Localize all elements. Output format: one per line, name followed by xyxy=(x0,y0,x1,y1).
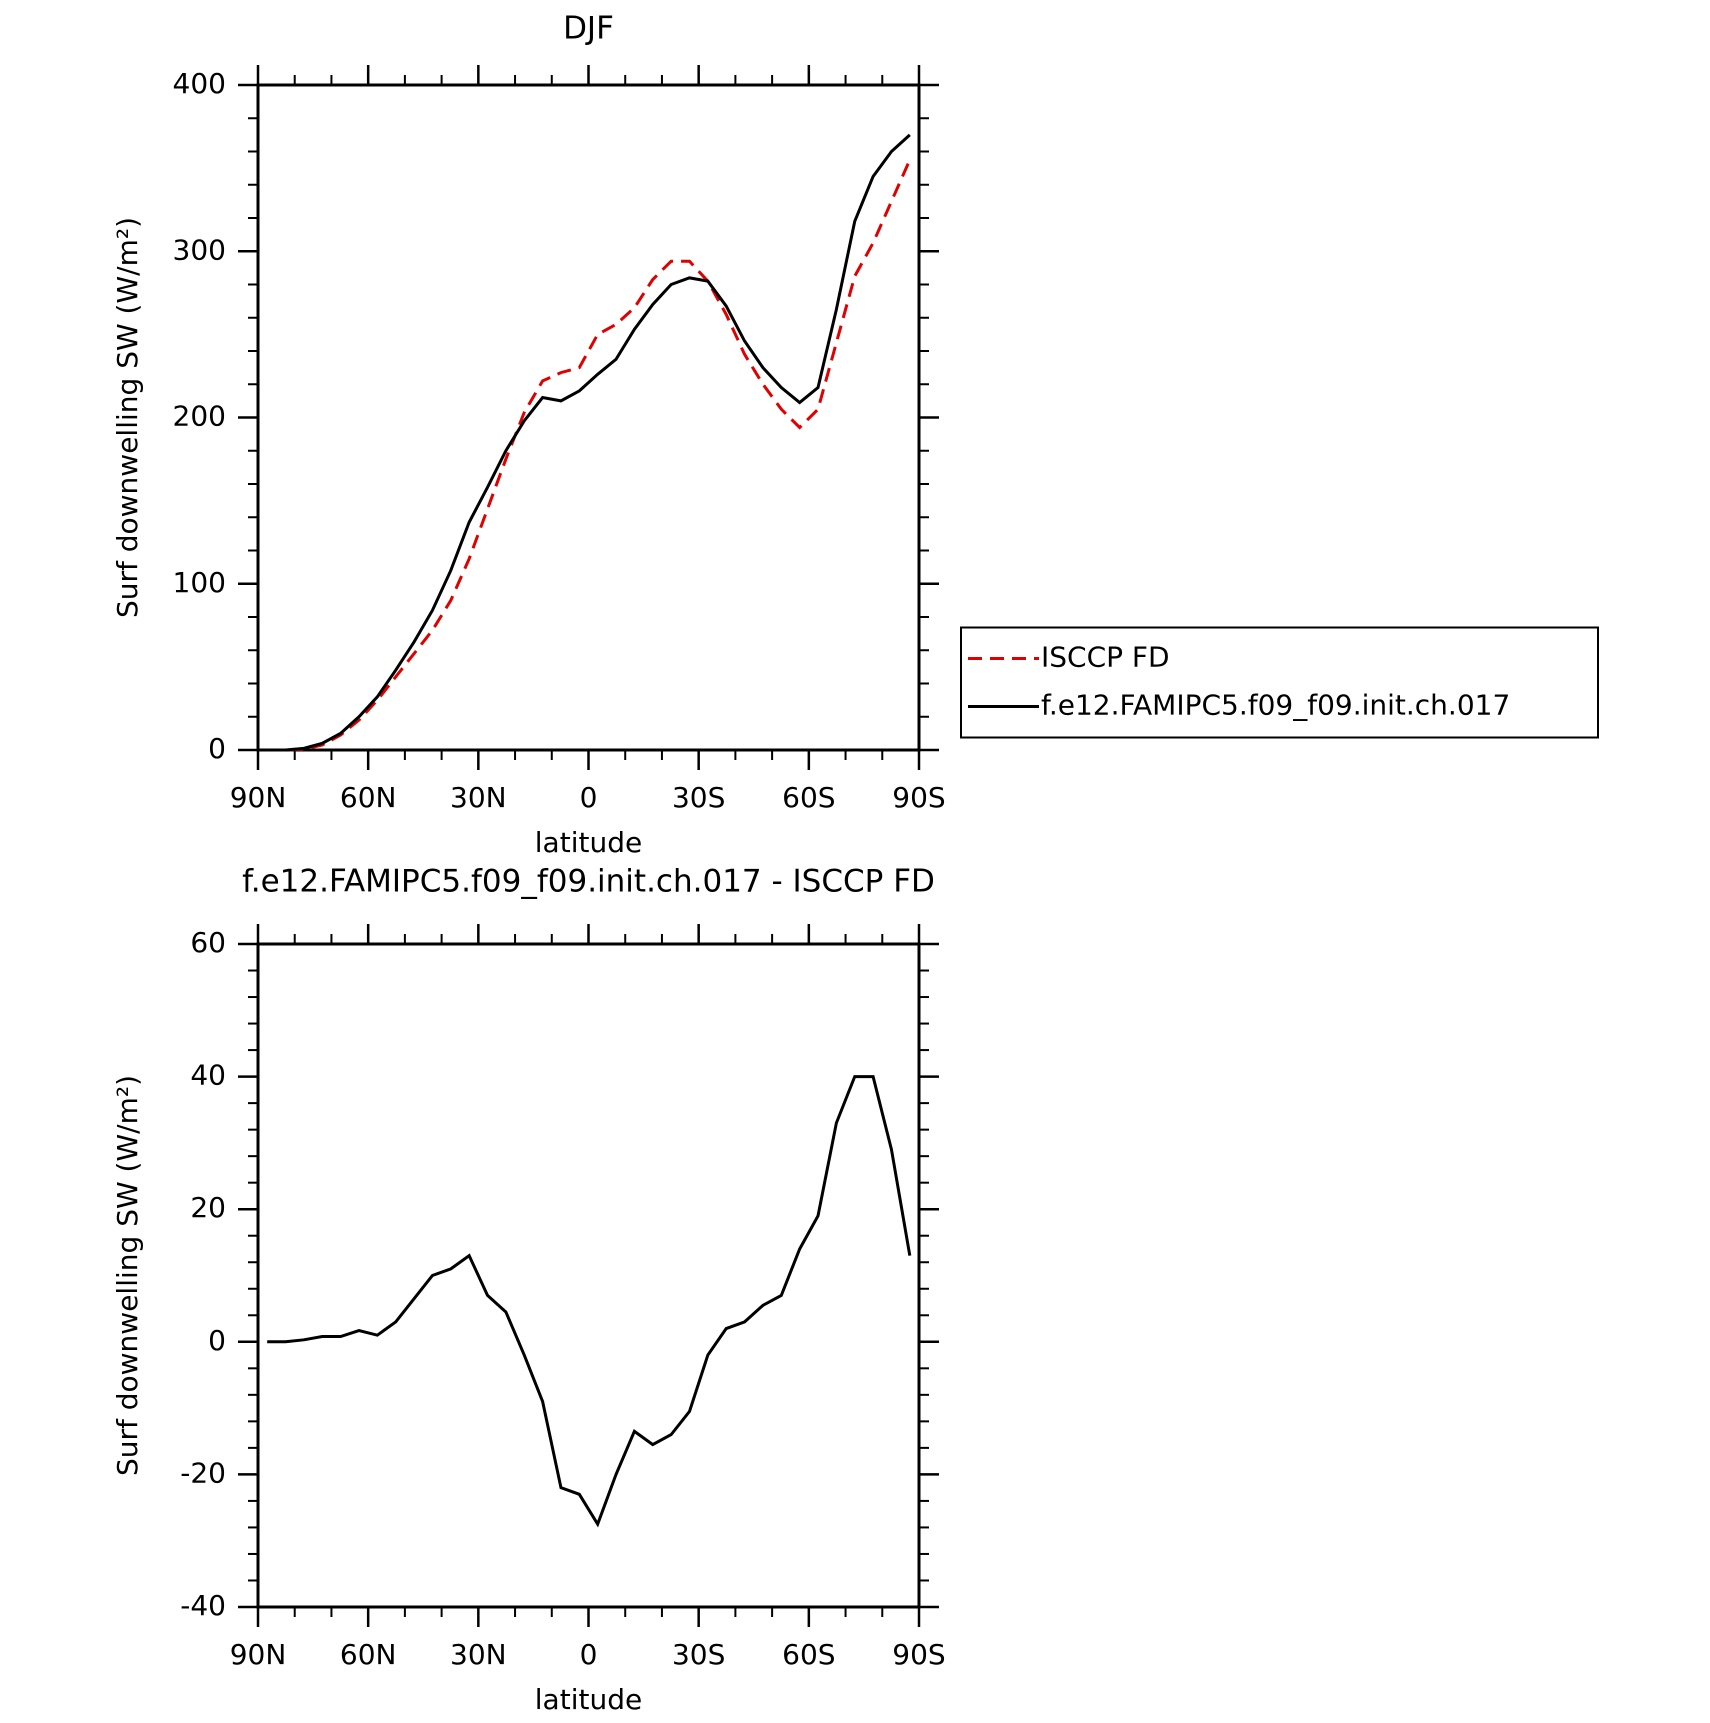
x-tick-label: 0 xyxy=(580,1638,598,1671)
x-tick-label: 90N xyxy=(230,781,287,814)
y-tick-label: 0 xyxy=(208,732,226,765)
x-tick-label: 90S xyxy=(892,1638,945,1671)
y-tick-label: 300 xyxy=(173,233,226,266)
legend-label: f.e12.FAMIPC5.f09_f09.init.ch.017 xyxy=(1041,689,1510,722)
x-axis-label: latitude xyxy=(535,1683,642,1716)
x-tick-label: 30S xyxy=(672,781,725,814)
y-axis-label: Surf downwelling SW (W/m²) xyxy=(111,1075,144,1476)
x-axis-label: latitude xyxy=(535,826,642,859)
y-tick-label: 400 xyxy=(173,67,226,100)
x-tick-label: 60S xyxy=(782,1638,835,1671)
chart-title: f.e12.FAMIPC5.f09_f09.init.ch.017 - ISCC… xyxy=(242,864,935,900)
chart-title: DJF xyxy=(563,11,614,47)
y-tick-label: -20 xyxy=(180,1456,226,1489)
plot-frame xyxy=(256,83,921,752)
x-tick-label: 90N xyxy=(230,1638,287,1671)
y-tick-label: 100 xyxy=(173,566,226,599)
legend-box xyxy=(960,626,1599,739)
x-tick-label: 0 xyxy=(580,781,598,814)
y-tick-label: 40 xyxy=(190,1059,226,1092)
data-line xyxy=(267,1075,912,1528)
x-tick-label: 30S xyxy=(672,1638,725,1671)
x-tick-label: 30N xyxy=(450,781,507,814)
x-tick-label: 60S xyxy=(782,781,835,814)
x-tick-label: 90S xyxy=(892,781,945,814)
x-tick-label: 30N xyxy=(450,1638,507,1671)
y-tick-label: 20 xyxy=(190,1191,226,1224)
y-tick-label: 200 xyxy=(173,400,226,433)
y-tick-label: 60 xyxy=(190,926,226,959)
y-tick-label: -40 xyxy=(180,1589,226,1622)
data-line xyxy=(267,159,912,752)
x-tick-label: 60N xyxy=(340,1638,397,1671)
y-axis-label: Surf downwelling SW (W/m²) xyxy=(111,217,144,618)
y-tick-label: 0 xyxy=(208,1324,226,1357)
legend-label: ISCCP FD xyxy=(1041,641,1170,674)
data-line xyxy=(267,133,911,752)
x-tick-label: 60N xyxy=(340,781,397,814)
